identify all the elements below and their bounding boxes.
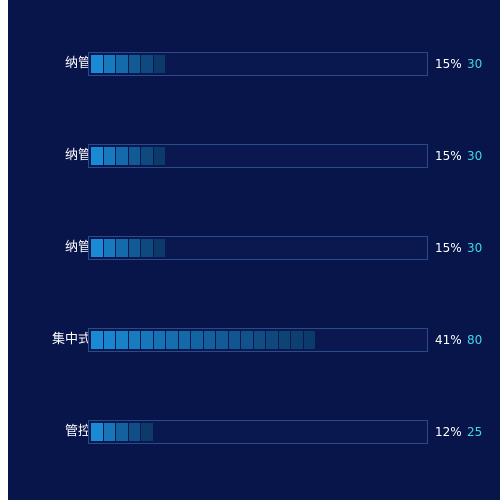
progress-segment: [228, 331, 240, 349]
count-value: 25: [467, 425, 483, 439]
progress-track: [88, 420, 428, 444]
progress-segment: [266, 331, 278, 349]
progress-segment: [153, 239, 165, 257]
progress-fill: [91, 239, 165, 257]
progress-fill: [91, 423, 153, 441]
progress-segment: [103, 55, 115, 73]
row-label: 纳管: [64, 148, 91, 163]
progress-segment: [116, 55, 128, 73]
percent-text: 12%: [435, 425, 462, 439]
progress-segment: [128, 331, 140, 349]
progress-segment: [128, 239, 140, 257]
progress-segment: [278, 331, 290, 349]
progress-fill: [91, 331, 315, 349]
progress-segment: [153, 55, 165, 73]
progress-segment: [303, 331, 315, 349]
progress-segment: [116, 331, 128, 349]
progress-segment: [241, 331, 253, 349]
progress-segment: [91, 423, 103, 441]
progress-segment: [103, 423, 115, 441]
progress-segment: [141, 331, 153, 349]
progress-fill: [91, 55, 165, 73]
progress-segment: [141, 55, 153, 73]
progress-segment: [116, 239, 128, 257]
progress-track: [88, 236, 428, 260]
progress-segment: [141, 147, 153, 165]
progress-segment: [116, 147, 128, 165]
stat-row: 管控 12% 25: [8, 420, 500, 444]
percent-text: 15%: [435, 149, 462, 163]
progress-segment: [216, 331, 228, 349]
progress-segment: [191, 331, 203, 349]
progress-segment: [128, 55, 140, 73]
stat-row: 纳管 15% 30: [8, 236, 500, 260]
progress-segment: [141, 423, 153, 441]
percent-text: 15%: [435, 241, 462, 255]
stats-panel: 纳管 15% 30 纳管 15% 30 纳管 15% 30 集中式 41% 80…: [8, 0, 500, 500]
percent-text: 41%: [435, 333, 462, 347]
progress-segment: [103, 147, 115, 165]
progress-segment: [128, 147, 140, 165]
row-label: 纳管: [64, 56, 91, 71]
progress-segment: [203, 331, 215, 349]
row-label: 纳管: [64, 240, 91, 255]
count-value: 30: [467, 57, 483, 71]
progress-segment: [291, 331, 303, 349]
count-value: 30: [467, 149, 483, 163]
progress-segment: [153, 331, 165, 349]
percent-text: 15%: [435, 57, 462, 71]
progress-segment: [91, 331, 103, 349]
progress-segment: [91, 239, 103, 257]
progress-segment: [166, 331, 178, 349]
progress-segment: [153, 147, 165, 165]
progress-track: [88, 52, 428, 76]
progress-segment: [128, 423, 140, 441]
row-label: 集中式: [51, 332, 91, 347]
progress-track: [88, 144, 428, 168]
progress-segment: [91, 147, 103, 165]
count-value: 30: [467, 241, 483, 255]
progress-track: [88, 328, 428, 352]
row-label: 管控: [64, 424, 91, 439]
progress-segment: [103, 331, 115, 349]
stat-row: 纳管 15% 30: [8, 52, 500, 76]
progress-segment: [91, 55, 103, 73]
stat-row: 集中式 41% 80: [8, 328, 500, 352]
stat-row: 纳管 15% 30: [8, 144, 500, 168]
progress-segment: [253, 331, 265, 349]
progress-fill: [91, 147, 165, 165]
count-value: 80: [467, 333, 483, 347]
progress-segment: [178, 331, 190, 349]
progress-segment: [141, 239, 153, 257]
progress-segment: [116, 423, 128, 441]
progress-segment: [103, 239, 115, 257]
